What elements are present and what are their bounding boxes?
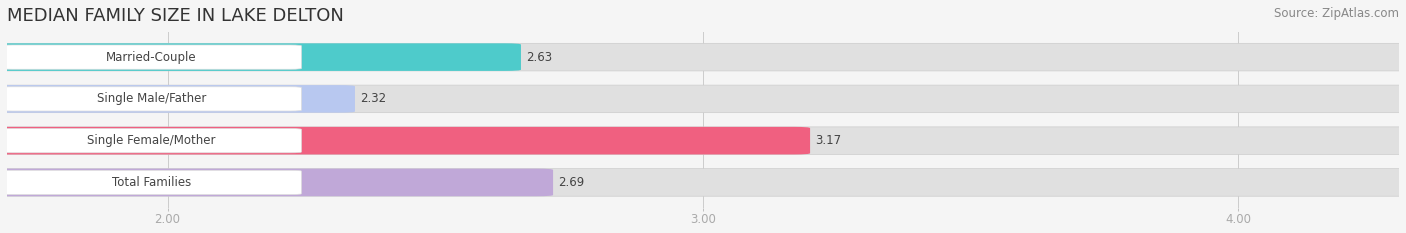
Text: Total Families: Total Families — [112, 176, 191, 189]
FancyBboxPatch shape — [0, 127, 810, 154]
FancyBboxPatch shape — [0, 85, 1406, 113]
FancyBboxPatch shape — [0, 127, 1406, 154]
Text: Source: ZipAtlas.com: Source: ZipAtlas.com — [1274, 7, 1399, 20]
FancyBboxPatch shape — [0, 169, 553, 196]
FancyBboxPatch shape — [0, 43, 522, 71]
FancyBboxPatch shape — [1, 87, 301, 111]
Text: 2.69: 2.69 — [558, 176, 585, 189]
FancyBboxPatch shape — [1, 129, 301, 153]
Text: 3.17: 3.17 — [815, 134, 842, 147]
Bar — [7, 45, 1399, 70]
Text: Single Female/Mother: Single Female/Mother — [87, 134, 215, 147]
FancyBboxPatch shape — [0, 169, 1406, 196]
FancyBboxPatch shape — [1, 45, 301, 69]
Text: 2.63: 2.63 — [526, 51, 553, 64]
Text: Single Male/Father: Single Male/Father — [97, 93, 207, 105]
Text: MEDIAN FAMILY SIZE IN LAKE DELTON: MEDIAN FAMILY SIZE IN LAKE DELTON — [7, 7, 344, 25]
Text: 2.32: 2.32 — [360, 93, 387, 105]
FancyBboxPatch shape — [1, 170, 301, 195]
Bar — [7, 128, 1399, 153]
Bar — [7, 170, 1399, 195]
Text: Married-Couple: Married-Couple — [107, 51, 197, 64]
FancyBboxPatch shape — [0, 85, 354, 113]
FancyBboxPatch shape — [0, 43, 1406, 71]
Bar — [7, 86, 1399, 111]
